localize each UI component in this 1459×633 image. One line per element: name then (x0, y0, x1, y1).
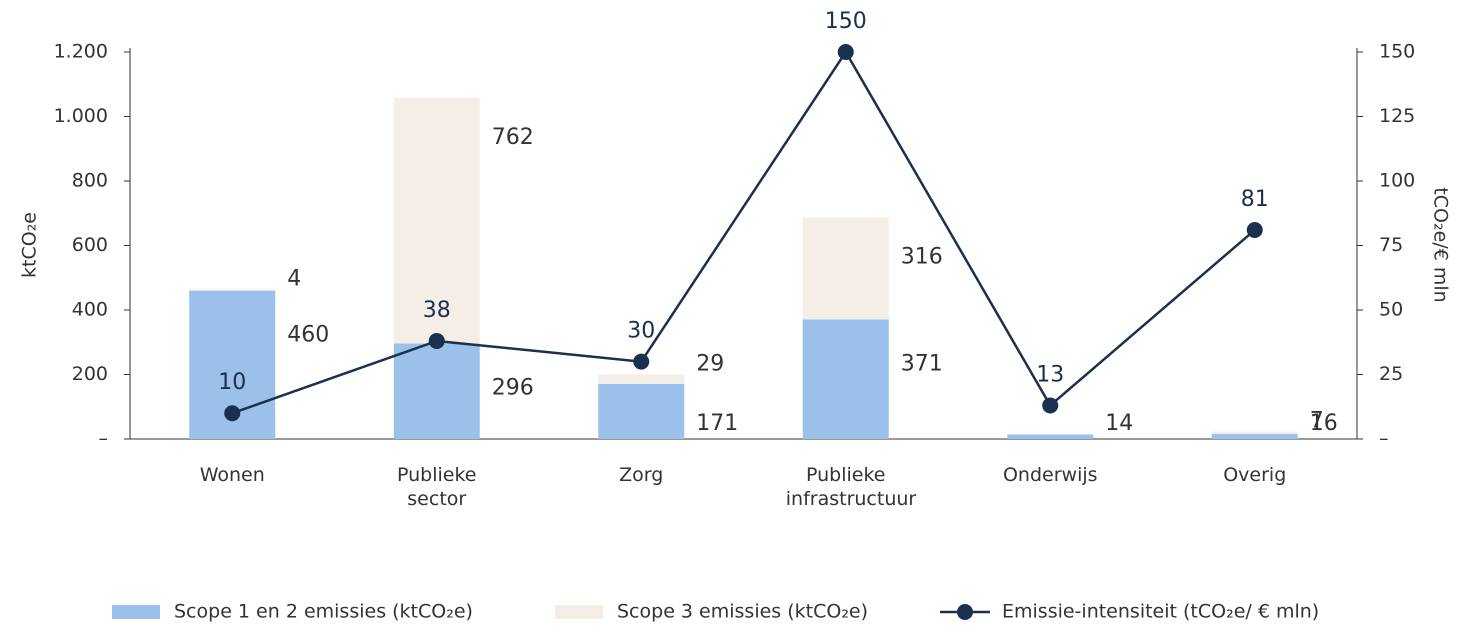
data-label: 29 (696, 352, 724, 377)
data-label: 762 (492, 125, 534, 150)
legend-swatch (555, 605, 603, 619)
data-label: 150 (825, 9, 867, 34)
x-tick-label: Publieke infrastructuur (785, 464, 917, 510)
bar-segment (393, 97, 480, 344)
line-point (1042, 397, 1059, 414)
data-label: 16 (1310, 411, 1338, 436)
data-label: 10 (218, 370, 246, 395)
legend-label: Emissie-intensiteit (tCO₂e/ € mln) (1002, 601, 1319, 623)
x-tick-label: Wonen (199, 464, 265, 486)
line-point (224, 405, 241, 422)
bar-segment (598, 374, 685, 384)
bar-segment (1211, 431, 1298, 434)
data-label: 460 (287, 323, 329, 348)
line-point (633, 353, 650, 370)
data-label: 296 (492, 376, 534, 401)
y-tick-label: 1.000 (54, 105, 108, 127)
bar-segment (393, 343, 480, 439)
data-label: 4 (287, 266, 301, 291)
line-point (837, 44, 854, 60)
y-axis-label: ktCO₂e (19, 212, 41, 278)
line (231, 49, 1256, 415)
y-tick-label: 800 (72, 170, 108, 192)
bar-segment (598, 383, 685, 439)
data-label: 316 (901, 244, 943, 269)
data-label: 171 (696, 411, 738, 436)
y2-tick-label: 100 (1379, 170, 1415, 192)
y2-tick-label: 25 (1379, 363, 1403, 385)
y2-tick-label: 150 (1379, 41, 1415, 63)
legend-swatch (112, 605, 160, 619)
data-label: 7 (1310, 409, 1324, 434)
bar-segment (1007, 434, 1094, 439)
y2-tick-label: – (1379, 428, 1389, 450)
line-point (428, 332, 445, 349)
y2-axis-label: tCO₂e/€ mln (1430, 187, 1452, 302)
legend-marker (957, 604, 973, 620)
y2-tick-label: 50 (1379, 299, 1403, 321)
x-tick-label: Onderwijs (1002, 464, 1098, 486)
y-tick-label: 200 (72, 363, 108, 385)
data-label: 81 (1241, 187, 1269, 212)
bar-segment (189, 289, 276, 291)
y-tick-label: 600 (72, 234, 108, 256)
x-tick-label: Overig (1223, 464, 1287, 486)
legend-label: Scope 1 en 2 emissies (ktCO₂e) (174, 601, 473, 623)
x-tick-label: Publieke sector (397, 464, 477, 510)
data-label: 30 (627, 319, 655, 344)
y-tick-label: 400 (72, 299, 108, 321)
bar-segment (1211, 433, 1298, 439)
data-label: 13 (1036, 362, 1064, 387)
y-tick-label: – (99, 428, 109, 450)
line-point (1246, 222, 1263, 239)
data-label: 14 (1105, 411, 1133, 436)
data-label: 371 (901, 351, 943, 376)
x-tick-label: Zorg (619, 464, 664, 486)
y2-tick-label: 75 (1379, 234, 1403, 256)
bar-segment (802, 217, 889, 320)
y-tick-label: 1.200 (54, 41, 108, 63)
data-label: 38 (423, 298, 451, 323)
bar-segment (802, 319, 889, 439)
legend-label: Scope 3 emissies (ktCO₂e) (617, 601, 868, 623)
y2-tick-label: 125 (1379, 105, 1415, 127)
